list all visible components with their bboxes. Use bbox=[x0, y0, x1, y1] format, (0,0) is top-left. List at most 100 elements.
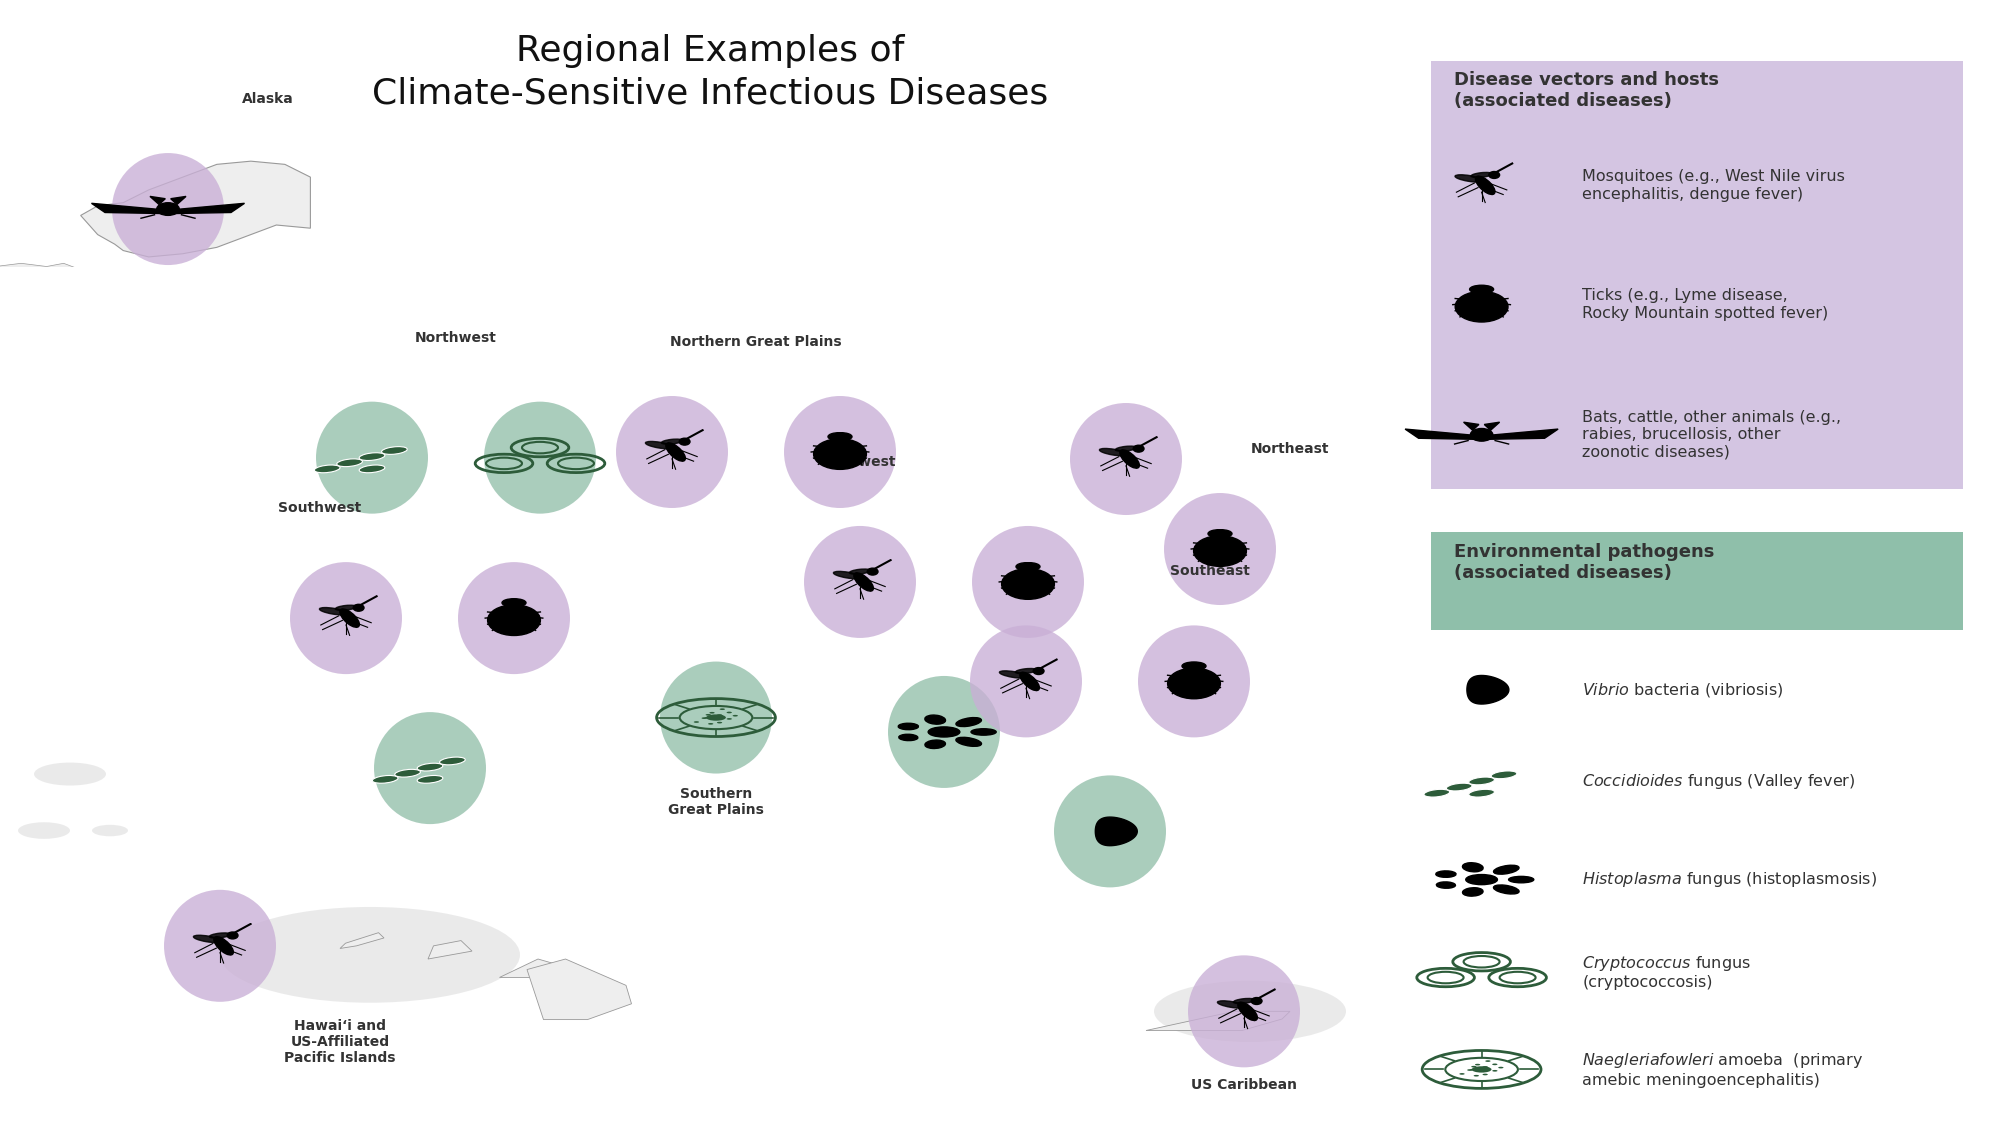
Ellipse shape bbox=[1116, 446, 1136, 451]
Text: Northwest: Northwest bbox=[416, 331, 496, 345]
Ellipse shape bbox=[418, 775, 442, 783]
Ellipse shape bbox=[336, 459, 362, 467]
Circle shape bbox=[732, 715, 738, 716]
Ellipse shape bbox=[1456, 175, 1482, 182]
Circle shape bbox=[1468, 1069, 1472, 1071]
Text: Southern
Great Plains: Southern Great Plains bbox=[668, 788, 764, 817]
Text: Disease vectors and hosts
(associated diseases): Disease vectors and hosts (associated di… bbox=[1454, 71, 1718, 111]
Polygon shape bbox=[1484, 423, 1500, 431]
Polygon shape bbox=[92, 203, 168, 214]
Circle shape bbox=[716, 714, 722, 716]
Ellipse shape bbox=[956, 718, 982, 727]
Circle shape bbox=[710, 712, 714, 713]
Ellipse shape bbox=[418, 763, 442, 771]
Circle shape bbox=[704, 716, 710, 719]
Ellipse shape bbox=[1182, 662, 1206, 670]
Ellipse shape bbox=[828, 433, 852, 441]
Ellipse shape bbox=[1424, 790, 1450, 797]
Ellipse shape bbox=[956, 737, 982, 746]
Ellipse shape bbox=[340, 609, 360, 627]
Ellipse shape bbox=[336, 606, 356, 610]
Text: $\it{Histoplasma}$ fungus (histoplasmosis): $\it{Histoplasma}$ fungus (histoplasmosi… bbox=[1582, 870, 1878, 889]
Circle shape bbox=[718, 714, 722, 716]
Polygon shape bbox=[500, 959, 566, 977]
Circle shape bbox=[1474, 1063, 1480, 1066]
Circle shape bbox=[726, 718, 732, 720]
Polygon shape bbox=[0, 263, 80, 279]
Circle shape bbox=[1484, 1067, 1488, 1068]
Circle shape bbox=[228, 932, 238, 939]
Ellipse shape bbox=[1468, 777, 1494, 785]
Ellipse shape bbox=[666, 443, 686, 461]
Text: $\it{Cryptococcus}$ fungus
(cryptococcosis): $\it{Cryptococcus}$ fungus (cryptococcos… bbox=[1582, 954, 1752, 990]
Ellipse shape bbox=[1462, 862, 1484, 872]
Text: $\it{Vibrio}$ bacteria (vibriosis): $\it{Vibrio}$ bacteria (vibriosis) bbox=[1582, 680, 1784, 698]
Text: Southeast: Southeast bbox=[1170, 564, 1250, 579]
Ellipse shape bbox=[850, 570, 870, 574]
Ellipse shape bbox=[834, 572, 862, 579]
Ellipse shape bbox=[1194, 536, 1246, 566]
Text: Mosquitoes (e.g., West Nile virus
encephalitis, dengue fever): Mosquitoes (e.g., West Nile virus enceph… bbox=[1582, 170, 1846, 201]
Ellipse shape bbox=[1120, 450, 1140, 468]
Circle shape bbox=[1460, 1074, 1464, 1075]
Ellipse shape bbox=[502, 599, 526, 607]
Text: US Caribbean: US Caribbean bbox=[1192, 1078, 1296, 1092]
Circle shape bbox=[1498, 1067, 1504, 1069]
Ellipse shape bbox=[382, 446, 408, 454]
Polygon shape bbox=[1146, 1011, 1290, 1031]
Polygon shape bbox=[170, 197, 186, 205]
Circle shape bbox=[680, 438, 690, 445]
Ellipse shape bbox=[194, 936, 222, 942]
Circle shape bbox=[1482, 1074, 1488, 1076]
Circle shape bbox=[1482, 1070, 1488, 1071]
Ellipse shape bbox=[1476, 176, 1494, 194]
Ellipse shape bbox=[360, 466, 384, 472]
Ellipse shape bbox=[1494, 866, 1520, 875]
Text: Regional Examples of
Climate-Sensitive Infectious Diseases: Regional Examples of Climate-Sensitive I… bbox=[372, 34, 1048, 110]
Circle shape bbox=[716, 718, 722, 720]
Circle shape bbox=[1486, 1060, 1490, 1062]
Ellipse shape bbox=[214, 937, 234, 955]
Circle shape bbox=[1482, 1066, 1488, 1068]
Ellipse shape bbox=[210, 933, 230, 938]
Circle shape bbox=[1492, 1063, 1498, 1066]
Ellipse shape bbox=[488, 605, 540, 635]
Ellipse shape bbox=[898, 723, 918, 730]
Text: Northern Great Plains: Northern Great Plains bbox=[670, 334, 842, 349]
Circle shape bbox=[726, 712, 732, 713]
Ellipse shape bbox=[972, 729, 996, 736]
Ellipse shape bbox=[1016, 669, 1036, 673]
Polygon shape bbox=[340, 932, 384, 948]
Ellipse shape bbox=[1462, 888, 1484, 896]
Text: Southwest: Southwest bbox=[278, 501, 362, 515]
Ellipse shape bbox=[1470, 173, 1492, 177]
FancyBboxPatch shape bbox=[1432, 61, 1964, 489]
Polygon shape bbox=[168, 203, 244, 214]
Ellipse shape bbox=[646, 442, 674, 449]
Ellipse shape bbox=[1100, 449, 1128, 455]
Ellipse shape bbox=[814, 438, 866, 469]
Ellipse shape bbox=[320, 608, 348, 615]
Circle shape bbox=[1466, 875, 1498, 885]
Text: Ticks (e.g., Lyme disease,
Rocky Mountain spotted fever): Ticks (e.g., Lyme disease, Rocky Mountai… bbox=[1582, 288, 1828, 321]
Ellipse shape bbox=[156, 202, 180, 216]
Ellipse shape bbox=[1002, 568, 1054, 599]
Ellipse shape bbox=[1016, 563, 1040, 571]
Circle shape bbox=[716, 722, 722, 723]
Ellipse shape bbox=[1492, 771, 1516, 779]
Ellipse shape bbox=[314, 466, 340, 472]
Ellipse shape bbox=[854, 573, 874, 591]
Ellipse shape bbox=[898, 734, 918, 740]
Circle shape bbox=[1482, 1069, 1488, 1070]
Text: Hawai‘i and
US-Affiliated
Pacific Islands: Hawai‘i and US-Affiliated Pacific Island… bbox=[284, 1018, 396, 1066]
Ellipse shape bbox=[1234, 999, 1254, 1003]
Circle shape bbox=[720, 709, 724, 710]
Ellipse shape bbox=[360, 453, 384, 461]
Ellipse shape bbox=[1436, 871, 1456, 877]
Circle shape bbox=[1488, 172, 1500, 179]
Polygon shape bbox=[428, 940, 472, 959]
Ellipse shape bbox=[1000, 671, 1028, 678]
Ellipse shape bbox=[1168, 668, 1220, 698]
Polygon shape bbox=[528, 959, 632, 1019]
Circle shape bbox=[1470, 1069, 1476, 1070]
